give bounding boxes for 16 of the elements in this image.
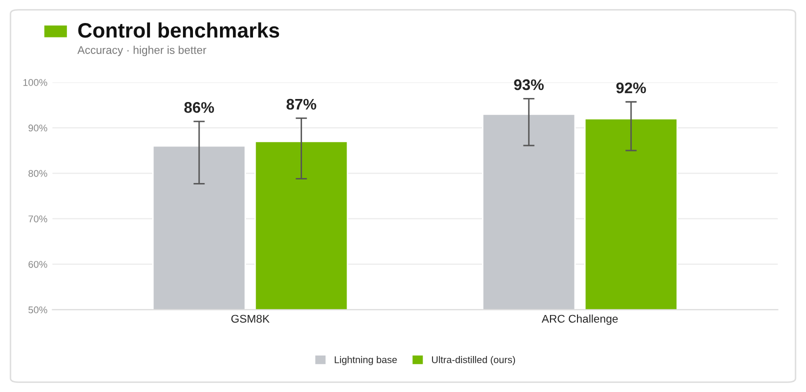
y-tick-label: 70% — [28, 215, 48, 222]
data-label: 92% — [616, 82, 646, 94]
y-tick-label: 60% — [28, 260, 48, 268]
y-tick-label: 80% — [28, 170, 48, 177]
y-tick-label: 50% — [28, 306, 48, 314]
chart-title: Control benchmarks — [78, 22, 280, 38]
y-tick-label: 100% — [23, 79, 48, 86]
data-label: 86% — [184, 102, 214, 113]
legend-label: Lightning base — [334, 356, 397, 366]
data-label: 93% — [514, 79, 544, 90]
data-label: 87% — [286, 98, 316, 110]
y-tick-label: 90% — [28, 124, 48, 132]
x-tick-label: ARC Challenge — [542, 314, 618, 325]
x-tick-label: GSM8K — [231, 314, 270, 323]
chart-subtitle: Accuracy · higher is better — [77, 46, 206, 56]
legend-label: Ultra-distilled (ours) — [432, 356, 515, 366]
